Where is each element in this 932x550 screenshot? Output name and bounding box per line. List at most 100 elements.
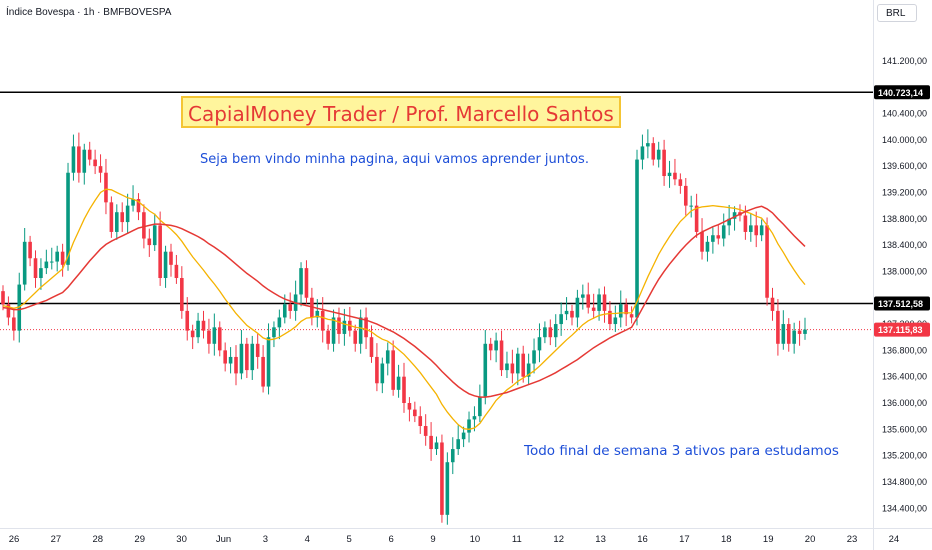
candle-body xyxy=(423,426,428,436)
candle-body xyxy=(282,304,287,318)
candle-body xyxy=(759,225,764,236)
last-price-tag-label: 137.115,83 xyxy=(878,325,923,335)
x-tick-label: 4 xyxy=(305,534,310,545)
currency-selector[interactable]: BRL xyxy=(877,4,917,22)
candle-body xyxy=(82,149,87,173)
candle-body xyxy=(207,330,211,344)
candle-body xyxy=(385,350,390,364)
candle-body xyxy=(174,264,179,278)
y-tick-label: 139.200,00 xyxy=(882,187,927,197)
candle-body xyxy=(624,304,628,315)
candle-body xyxy=(201,320,206,331)
candle-body xyxy=(770,297,775,311)
candle-body xyxy=(575,297,580,318)
candle-body xyxy=(239,343,244,374)
candle-body xyxy=(483,343,488,397)
candle-body xyxy=(234,356,238,374)
candle-body xyxy=(656,149,661,160)
candle-body xyxy=(705,241,710,252)
candle-body xyxy=(781,324,786,344)
candle-body xyxy=(60,251,65,265)
candle-body xyxy=(223,350,227,364)
candle-body xyxy=(320,310,325,331)
x-tick-label: 9 xyxy=(430,534,435,545)
candle-body xyxy=(212,327,217,344)
candle-body xyxy=(288,304,293,311)
candle-body xyxy=(44,261,49,269)
x-tick-label: 30 xyxy=(176,534,187,545)
y-tick-label: 138.800,00 xyxy=(882,214,927,224)
candle-body xyxy=(245,343,249,371)
candle-body xyxy=(375,356,379,384)
candle-body xyxy=(537,337,542,351)
candle-body xyxy=(488,343,493,351)
candle-body xyxy=(472,416,477,420)
candle-body xyxy=(33,258,38,278)
candle-body xyxy=(353,330,358,344)
candle-body xyxy=(732,212,737,219)
candle-body xyxy=(77,146,81,173)
y-tick-label: 140.000,00 xyxy=(882,135,927,145)
candle-body xyxy=(22,241,27,285)
candle-body xyxy=(743,215,748,232)
candle-body xyxy=(429,435,433,450)
x-tick-label: 26 xyxy=(9,534,20,545)
candle-body xyxy=(434,442,439,450)
ma_slow-line xyxy=(2,205,806,398)
x-tick-label: 20 xyxy=(805,534,816,545)
candle-body xyxy=(228,356,233,364)
level-price-tag xyxy=(874,296,930,311)
candle-body xyxy=(402,376,406,403)
candle-body xyxy=(190,330,195,338)
x-tick-label: 12 xyxy=(553,534,564,545)
candle-body xyxy=(169,251,173,265)
candle-body xyxy=(277,317,282,328)
y-tick-label: 138.000,00 xyxy=(882,266,927,276)
candle-body xyxy=(689,205,694,207)
candle-body xyxy=(515,353,520,374)
candle-body xyxy=(120,212,125,223)
candle-body xyxy=(640,146,645,160)
y-tick-label: 139.600,00 xyxy=(882,161,927,171)
y-tick-label: 134.400,00 xyxy=(882,503,927,513)
candle-body xyxy=(255,343,260,357)
candle-body xyxy=(147,238,152,246)
candle-body xyxy=(125,205,130,223)
candle-body xyxy=(543,327,547,338)
candle-body xyxy=(786,324,791,344)
candle-body xyxy=(467,419,471,433)
candle-body xyxy=(694,205,699,232)
welcome-note: Seja bem vindo minha pagina, aqui vamos … xyxy=(200,152,589,167)
y-tick-label: 135.200,00 xyxy=(882,451,927,461)
candle-body xyxy=(445,462,450,515)
candle-body xyxy=(196,320,200,338)
y-tick-label: 135.600,00 xyxy=(882,424,927,434)
candle-body xyxy=(526,363,531,377)
candle-body xyxy=(559,314,563,325)
candle-body xyxy=(331,317,336,344)
candle-body xyxy=(250,343,255,371)
candle-body xyxy=(337,317,341,334)
y-tick-label: 134.800,00 xyxy=(882,477,927,487)
candle-body xyxy=(261,356,265,387)
candle-body xyxy=(55,251,59,262)
candle-body xyxy=(158,225,162,278)
candle-body xyxy=(380,363,385,384)
candle-body xyxy=(532,350,536,364)
candle-body xyxy=(765,225,769,298)
x-tick-label: 23 xyxy=(847,534,858,545)
candle-body xyxy=(494,340,498,351)
candle-body xyxy=(797,330,802,334)
candle-body xyxy=(635,159,639,318)
x-tick-label: 18 xyxy=(721,534,732,545)
candle-body xyxy=(17,284,22,331)
x-tick-label: 13 xyxy=(595,534,606,545)
x-tick-label: 19 xyxy=(763,534,774,545)
candle-body xyxy=(456,439,460,450)
y-tick-label: 136.000,00 xyxy=(882,398,927,408)
candle-body xyxy=(304,268,309,298)
candle-body xyxy=(570,310,574,318)
candle-body xyxy=(586,294,591,308)
candle-body xyxy=(6,304,11,318)
